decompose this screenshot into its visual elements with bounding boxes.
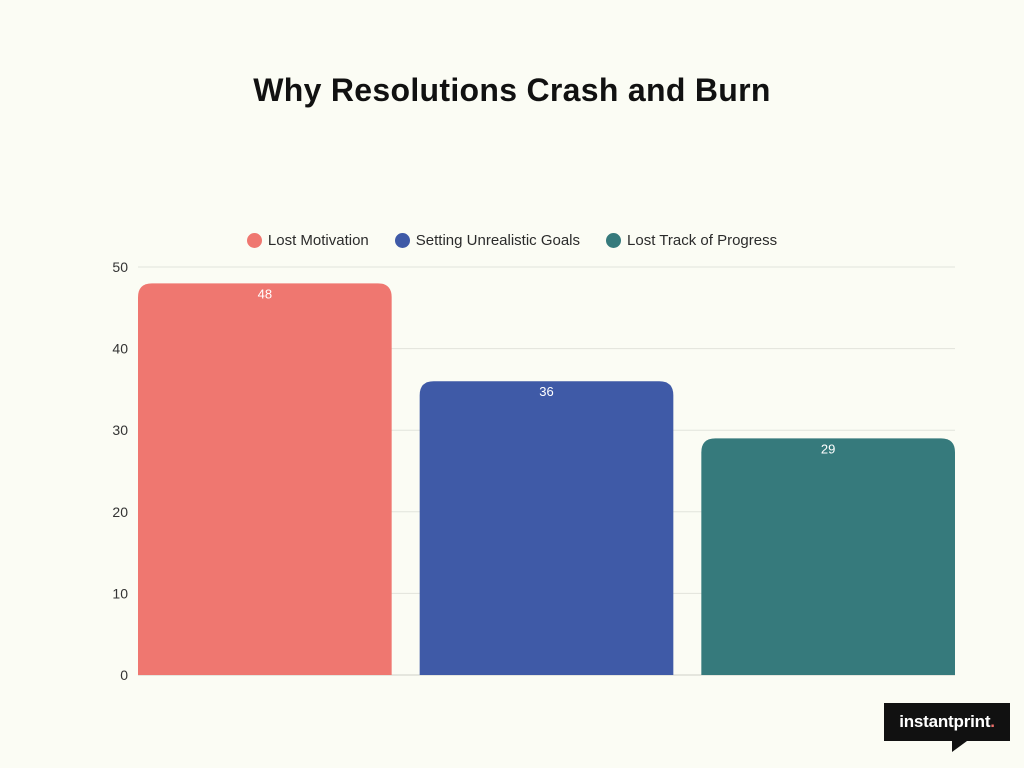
bar-value-label: 29 [821, 441, 835, 456]
bar-value-label: 48 [258, 286, 272, 301]
bar-lost-motivation [138, 283, 392, 675]
y-tick-label: 30 [112, 422, 128, 438]
legend-label: Lost Motivation [267, 231, 369, 249]
legend-swatch-lost-track [606, 232, 622, 248]
logo-speech-tail [952, 741, 967, 752]
bar-value-label: 36 [539, 384, 553, 399]
y-tick-label: 0 [120, 667, 128, 683]
legend-label: Setting Unrealistic Goals [415, 231, 581, 249]
y-tick-label: 40 [112, 341, 128, 357]
y-tick-label: 10 [112, 585, 128, 601]
y-tick-label: 50 [112, 259, 128, 275]
legend-label: Lost Track of Progress [627, 231, 778, 249]
logo-text: instantprint [899, 712, 991, 731]
legend-swatch-unrealistic-goals [394, 232, 410, 248]
chart-title: Why Resolutions Crash and Burn [253, 72, 771, 108]
bar-lost-track-of-progress [701, 438, 955, 675]
bar-setting-unrealistic-goals [419, 381, 674, 675]
instantprint-logo: instantprint. [884, 703, 1010, 752]
y-tick-label: 20 [112, 504, 128, 520]
bars [138, 283, 955, 675]
logo-dot: . [990, 712, 995, 731]
y-axis-ticks: 0 10 20 30 40 50 [112, 259, 128, 683]
legend-item-lost-track: Lost Track of Progress [606, 230, 777, 250]
legend-swatch-lost-motivation [246, 232, 262, 248]
chart-legend: Lost Motivation Setting Unrealistic Goal… [0, 230, 1024, 250]
legend-item-unrealistic-goals: Setting Unrealistic Goals [394, 230, 581, 250]
legend-item-lost-motivation: Lost Motivation [246, 230, 369, 250]
bar-labels: 48 36 29 [258, 286, 836, 456]
